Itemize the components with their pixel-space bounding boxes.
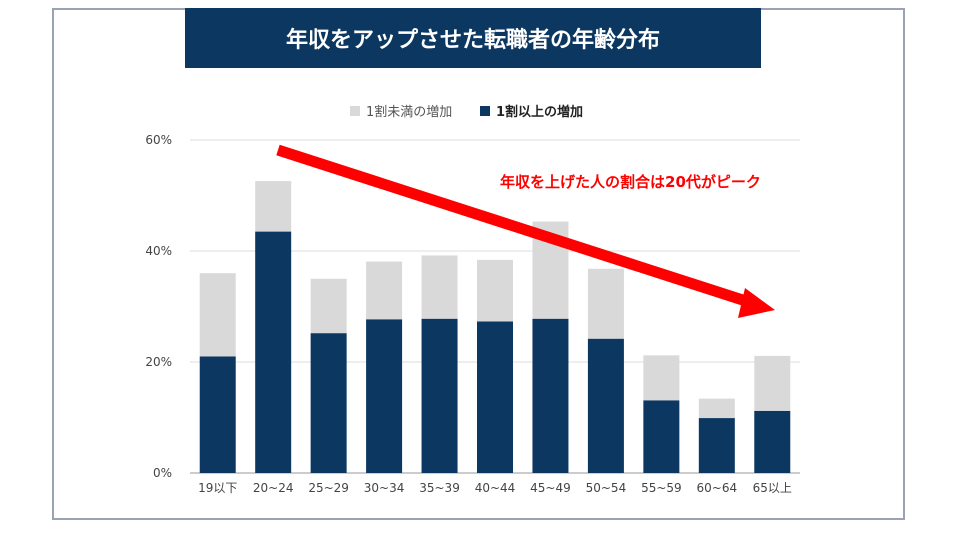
x-tick-label: 35~39 (419, 481, 460, 495)
x-tick-label: 19以下 (198, 481, 237, 495)
x-tick-label: 65以上 (753, 481, 792, 495)
x-tick-label: 50~54 (586, 481, 627, 495)
bar-light (199, 273, 236, 357)
bar-light (421, 255, 458, 319)
bar-dark (255, 231, 292, 473)
bar-light (587, 268, 624, 339)
chart-title: 年収をアップさせた転職者の年齢分布 (185, 8, 761, 68)
annotation: 年収を上げた人の割合は20代がピーク (500, 173, 761, 191)
y-tick-label: 60% (145, 133, 172, 147)
x-tick-label: 45~49 (530, 481, 571, 495)
y-tick-label: 40% (145, 244, 172, 258)
bar-dark (310, 333, 347, 473)
bar-dark (199, 356, 236, 473)
bar-light (698, 398, 735, 419)
legend-swatch (350, 106, 360, 116)
bar-light (255, 181, 292, 232)
bar-dark (421, 318, 458, 473)
bar-dark (532, 318, 569, 473)
x-tick-label: 55~59 (641, 481, 682, 495)
bar-dark (366, 319, 403, 473)
x-tick-label: 60~64 (697, 481, 738, 495)
bar-dark (477, 321, 513, 473)
bar-dark (698, 418, 735, 473)
bar-light (754, 355, 791, 411)
bar-light (310, 278, 347, 334)
y-tick-label: 0% (153, 466, 172, 480)
bar-light (366, 261, 403, 320)
x-tick-label: 25~29 (308, 481, 349, 495)
bar-dark (587, 338, 624, 473)
x-tick-label: 30~34 (364, 481, 405, 495)
bar-light (477, 259, 513, 322)
trend-arrow-head (738, 288, 775, 318)
legend-label: 1割以上の増加 (496, 104, 583, 120)
legend-swatch (480, 106, 490, 116)
bar-dark (754, 410, 791, 473)
legend-label: 1割未満の増加 (366, 104, 452, 120)
bar-dark (643, 400, 680, 473)
x-tick-label: 20~24 (253, 481, 294, 495)
bar-light (643, 355, 680, 401)
trend-arrow-line (276, 144, 754, 309)
x-tick-label: 40~44 (475, 481, 516, 495)
y-tick-label: 20% (145, 355, 172, 369)
